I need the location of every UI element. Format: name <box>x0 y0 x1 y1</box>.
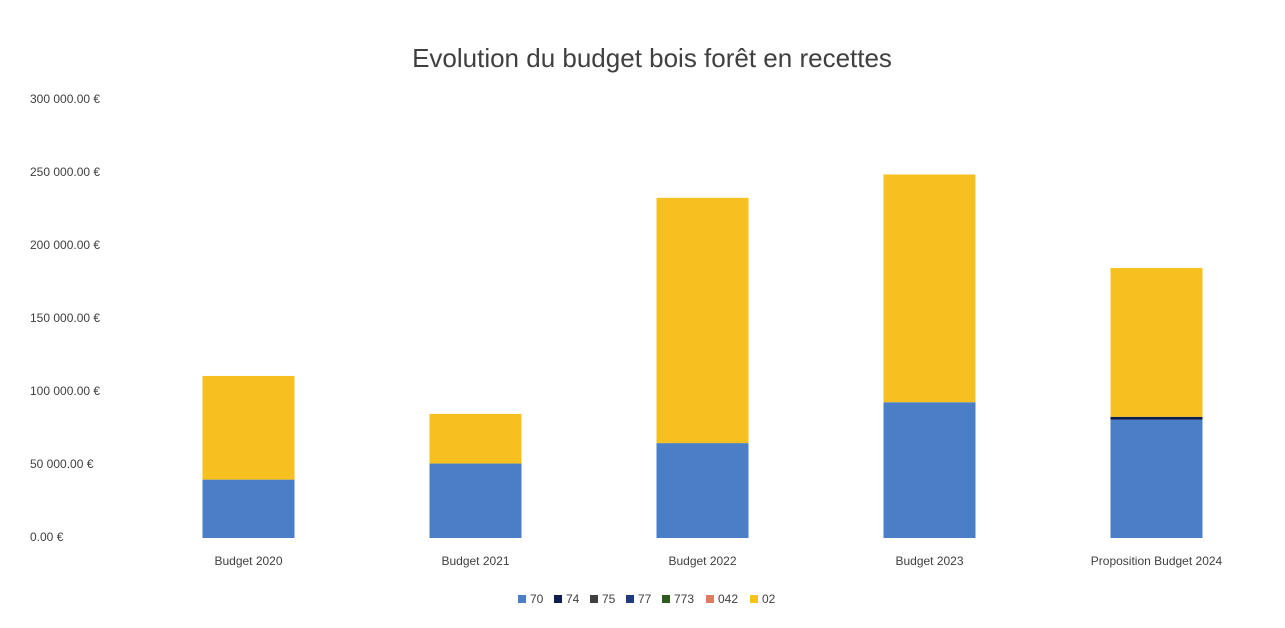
y-tick-label: 50 000.00 € <box>30 457 94 471</box>
legend-label: 042 <box>718 592 738 606</box>
y-tick-label: 200 000.00 € <box>30 238 100 252</box>
legend-swatch <box>554 595 562 603</box>
bar-segment <box>656 197 749 444</box>
bar-segment <box>1110 416 1203 420</box>
y-tick-label: 0.00 € <box>30 530 64 544</box>
legend-swatch <box>662 595 670 603</box>
bar-segment <box>202 479 295 538</box>
bar-segment <box>883 402 976 538</box>
bar-segment <box>429 413 522 464</box>
bar-segment <box>883 174 976 403</box>
legend-swatch <box>518 595 526 603</box>
legend-label: 74 <box>566 592 580 606</box>
y-tick-label: 150 000.00 € <box>30 311 100 325</box>
y-tick-label: 250 000.00 € <box>30 165 100 179</box>
chart-title: Evolution du budget bois forêt en recett… <box>412 43 892 73</box>
x-tick-label: Budget 2022 <box>668 554 736 568</box>
bar-segment <box>202 375 295 480</box>
legend-label: 77 <box>638 592 652 606</box>
legend-swatch <box>750 595 758 603</box>
bar-segment <box>429 463 522 538</box>
legend-swatch <box>706 595 714 603</box>
bar-segment <box>1110 267 1203 417</box>
x-tick-label: Budget 2023 <box>895 554 963 568</box>
legend-swatch <box>590 595 598 603</box>
legend-label: 75 <box>602 592 616 606</box>
y-tick-label: 100 000.00 € <box>30 384 100 398</box>
x-tick-label: Proposition Budget 2024 <box>1091 554 1223 568</box>
bar-segment <box>1110 419 1203 538</box>
x-tick-label: Budget 2020 <box>214 554 282 568</box>
legend-label: 02 <box>762 592 776 606</box>
y-tick-label: 300 000.00 € <box>30 92 100 106</box>
legend-label: 773 <box>674 592 694 606</box>
legend-label: 70 <box>530 592 544 606</box>
legend-swatch <box>626 595 634 603</box>
x-tick-label: Budget 2021 <box>441 554 509 568</box>
bar-segment <box>656 443 749 538</box>
